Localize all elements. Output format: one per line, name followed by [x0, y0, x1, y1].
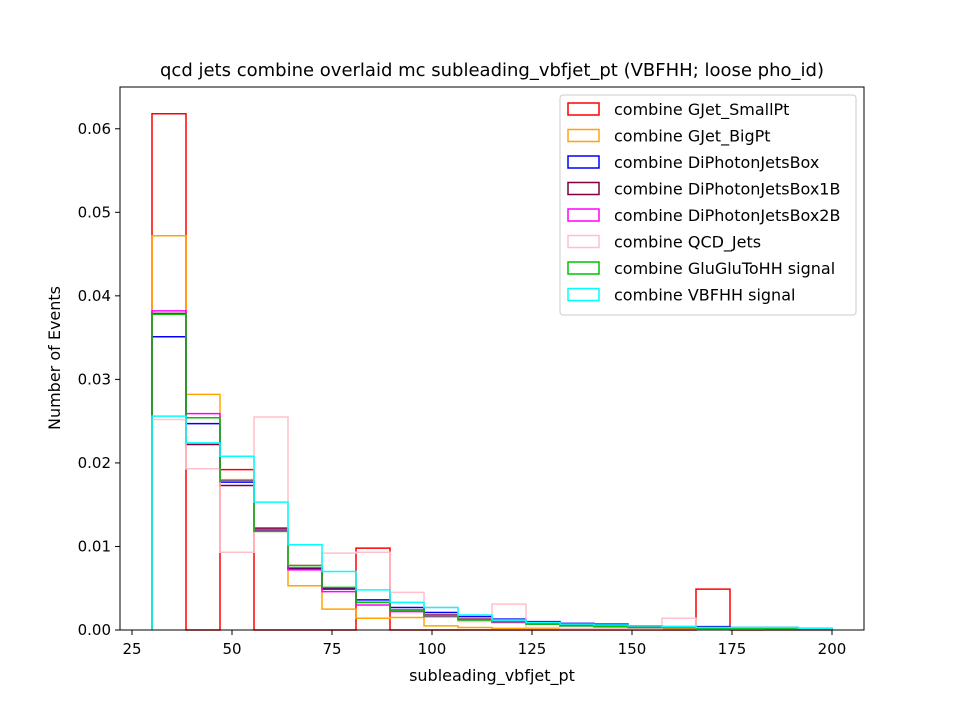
- x-tick-label: 125: [518, 640, 547, 658]
- legend-swatch: [567, 287, 600, 302]
- y-axis-label: Number of Events: [45, 286, 64, 430]
- series-1: [151, 234, 833, 630]
- legend-swatch: [567, 208, 600, 222]
- x-tick-label: 200: [818, 640, 847, 658]
- legend-swatch: [567, 181, 600, 196]
- axes-frame: [119, 86, 865, 631]
- x-tick-label: 150: [618, 640, 647, 658]
- series-7: [151, 415, 833, 630]
- legend-label: combine GJet_BigPt: [614, 127, 771, 147]
- y-tick-label: 0.03: [78, 370, 111, 388]
- legend-label: combine QCD_Jets: [614, 233, 761, 253]
- legend-label: combine DiPhotonJetsBox: [614, 153, 819, 172]
- x-axis-label: subleading_vbfjet_pt: [409, 666, 575, 686]
- y-axis: 0.00 0.01 0.02 0.03 0.04 0.05 0.06: [78, 120, 120, 639]
- y-tick-label: 0.01: [78, 537, 111, 555]
- legend-label: combine GluGluToHH signal: [614, 259, 835, 278]
- legend-item-1: combine GJet_BigPt: [567, 127, 771, 147]
- legend-swatch: [567, 155, 600, 169]
- legend-swatch: [567, 128, 600, 143]
- chart-title: qcd jets combine overlaid mc subleading_…: [160, 60, 824, 81]
- x-tick-label: 75: [322, 640, 341, 658]
- legend-item-7: combine VBFHH signal: [567, 286, 795, 305]
- x-axis: 25 50 75 100 125 150 175 200: [122, 630, 846, 658]
- y-tick-label: 0.06: [78, 120, 111, 138]
- legend-item-0: combine GJet_SmallPt: [567, 100, 789, 120]
- plot-area: [119, 86, 865, 631]
- legend-item-3: combine DiPhotonJetsBox1B: [567, 180, 840, 199]
- legend-item-6: combine GluGluToHH signal: [567, 259, 835, 278]
- series-line-1: [151, 234, 833, 630]
- legend-swatch: [567, 102, 600, 116]
- legend-swatch: [567, 234, 600, 249]
- y-tick-label: 0.05: [78, 203, 111, 221]
- x-tick-label: 50: [222, 640, 241, 658]
- legend-item-4: combine DiPhotonJetsBox2B: [567, 206, 840, 225]
- x-tick-label: 100: [418, 640, 447, 658]
- x-tick-label: 25: [122, 640, 141, 658]
- legend-label: combine DiPhotonJetsBox2B: [614, 206, 840, 225]
- legend-label: combine DiPhotonJetsBox1B: [614, 180, 840, 199]
- legend-label: combine GJet_SmallPt: [614, 100, 789, 120]
- legend-item-5: combine QCD_Jets: [567, 233, 761, 253]
- legend-swatch: [567, 261, 600, 275]
- legend-label: combine VBFHH signal: [614, 286, 795, 305]
- y-tick-label: 0.04: [78, 287, 111, 305]
- legend-box: [559, 94, 857, 316]
- series-line-7: [151, 415, 833, 630]
- legend-item-2: combine DiPhotonJetsBox: [567, 153, 819, 172]
- y-tick-label: 0.02: [78, 454, 111, 472]
- x-tick-label: 175: [718, 640, 747, 658]
- y-tick-label: 0.00: [78, 621, 111, 639]
